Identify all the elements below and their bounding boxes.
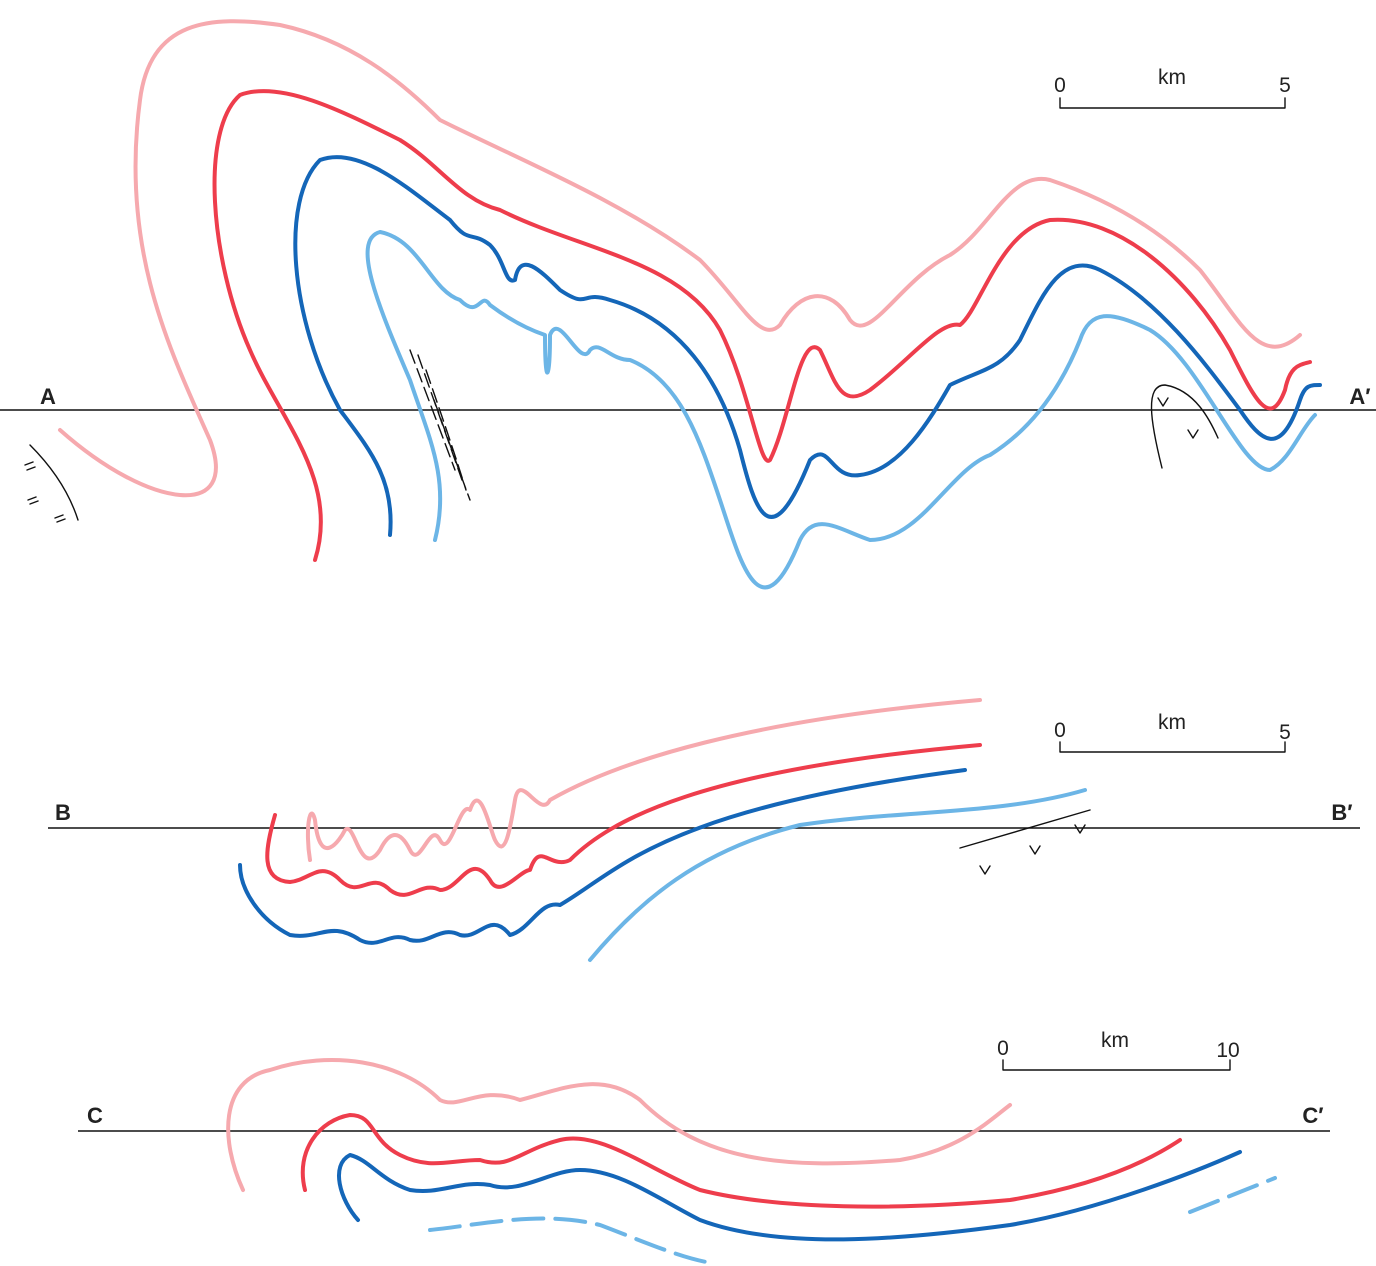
structure-symbols <box>25 350 1218 522</box>
horizon <box>303 1115 1180 1207</box>
horizon <box>295 157 1320 535</box>
diagram: A A′ 0 km 5 B B′ 0 km 5 C C′ 0 <box>0 0 1376 1266</box>
scale-bar <box>1003 1060 1230 1070</box>
horizon <box>430 1178 1275 1263</box>
scale-max: 10 <box>1216 1039 1239 1062</box>
scale-bar <box>1060 742 1285 752</box>
section-b: B B′ 0 km 5 <box>48 700 1360 960</box>
scale-unit: km <box>1158 711 1186 734</box>
section-c: C C′ 0 km 10 <box>78 1029 1330 1263</box>
scale-unit: km <box>1158 66 1186 89</box>
scale-unit: km <box>1101 1029 1129 1052</box>
start-label: A <box>40 384 56 409</box>
structure-symbols <box>960 810 1090 874</box>
scale-min: 0 <box>1054 719 1066 742</box>
section-a: A A′ 0 km 5 <box>0 21 1376 587</box>
horizon <box>228 1060 1010 1190</box>
horizon <box>590 790 1085 960</box>
end-label: A′ <box>1349 384 1370 409</box>
scale-bar <box>1060 98 1285 108</box>
scale-min: 0 <box>997 1037 1009 1060</box>
start-label: C <box>87 1103 103 1128</box>
scale-max: 5 <box>1279 721 1291 744</box>
end-label: B′ <box>1331 800 1352 825</box>
scale-max: 5 <box>1279 74 1291 97</box>
horizon <box>240 770 965 943</box>
end-label: C′ <box>1302 1103 1323 1128</box>
horizon <box>308 700 980 860</box>
scale-min: 0 <box>1054 74 1066 97</box>
start-label: B <box>55 800 71 825</box>
